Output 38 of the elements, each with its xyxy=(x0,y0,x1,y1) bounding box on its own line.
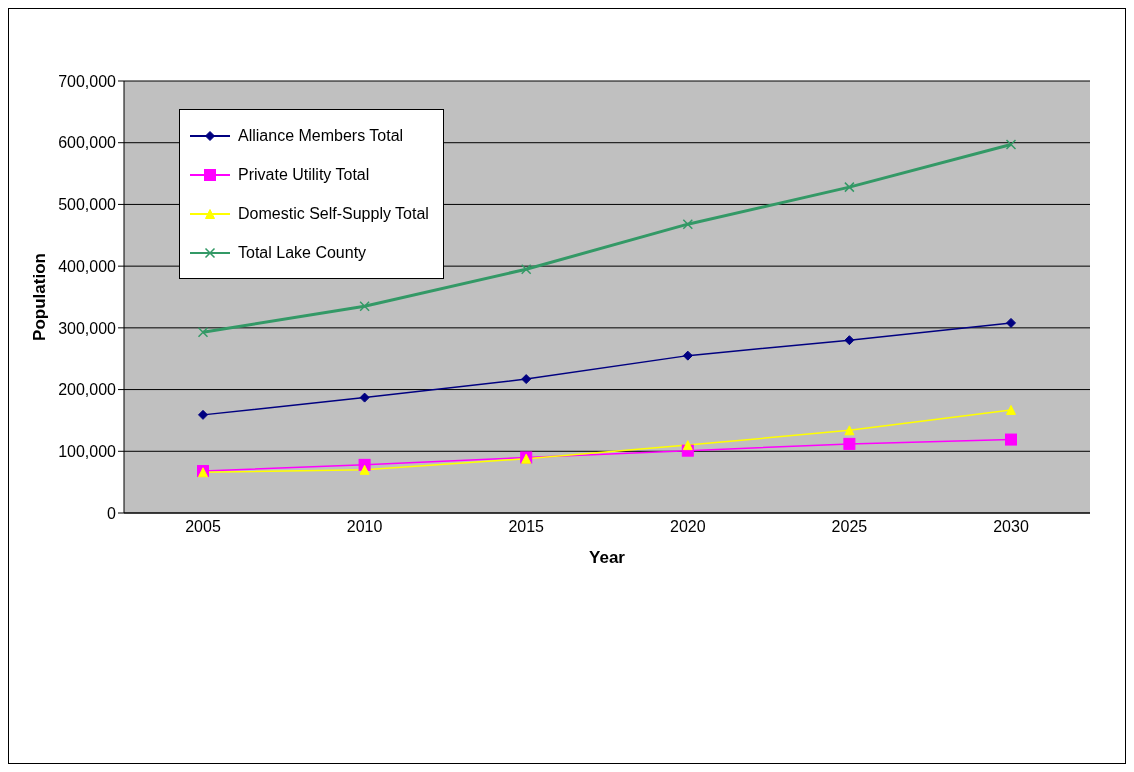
y-tick-label: 100,000 xyxy=(58,442,117,460)
y-tick-label: 200,000 xyxy=(58,381,117,399)
point xyxy=(682,218,694,230)
x-axis-title: Year xyxy=(589,548,626,567)
point xyxy=(197,326,209,338)
point xyxy=(844,181,855,193)
x-tick-label: 2010 xyxy=(346,518,383,536)
x-tick-label: 2025 xyxy=(831,518,868,536)
y-axis-title: Population xyxy=(30,253,50,341)
point xyxy=(521,374,532,385)
point xyxy=(1005,139,1017,150)
y-tick-label: 600,000 xyxy=(58,134,117,152)
legend-label: Total Lake County xyxy=(238,243,367,262)
y-tick-label: 500,000 xyxy=(58,196,117,214)
point xyxy=(359,464,370,475)
point xyxy=(844,425,855,436)
point xyxy=(1006,404,1016,415)
point xyxy=(682,440,693,451)
legend-label: Alliance Members Total xyxy=(238,126,404,145)
point xyxy=(359,392,370,403)
x-tick-label: 2020 xyxy=(670,518,706,536)
y-tick-label: 0 xyxy=(107,504,117,522)
point xyxy=(359,301,370,312)
point xyxy=(1006,317,1016,328)
point xyxy=(843,437,856,450)
point xyxy=(520,263,532,275)
x-tick-label: 2005 xyxy=(185,518,221,536)
x-tick-label: 2015 xyxy=(508,518,545,536)
y-tick-label: 400,000 xyxy=(58,257,117,275)
y-tick-label: 300,000 xyxy=(58,319,117,337)
legend-label: Domestic Self-Supply Total xyxy=(238,204,429,223)
x-tick-label: 2030 xyxy=(993,518,1029,536)
y-tick-label: 700,000 xyxy=(58,72,117,90)
point xyxy=(198,409,208,420)
point xyxy=(682,350,693,361)
point xyxy=(1005,433,1017,446)
legend-label: Private Utility Total xyxy=(238,165,370,184)
point xyxy=(844,335,855,346)
